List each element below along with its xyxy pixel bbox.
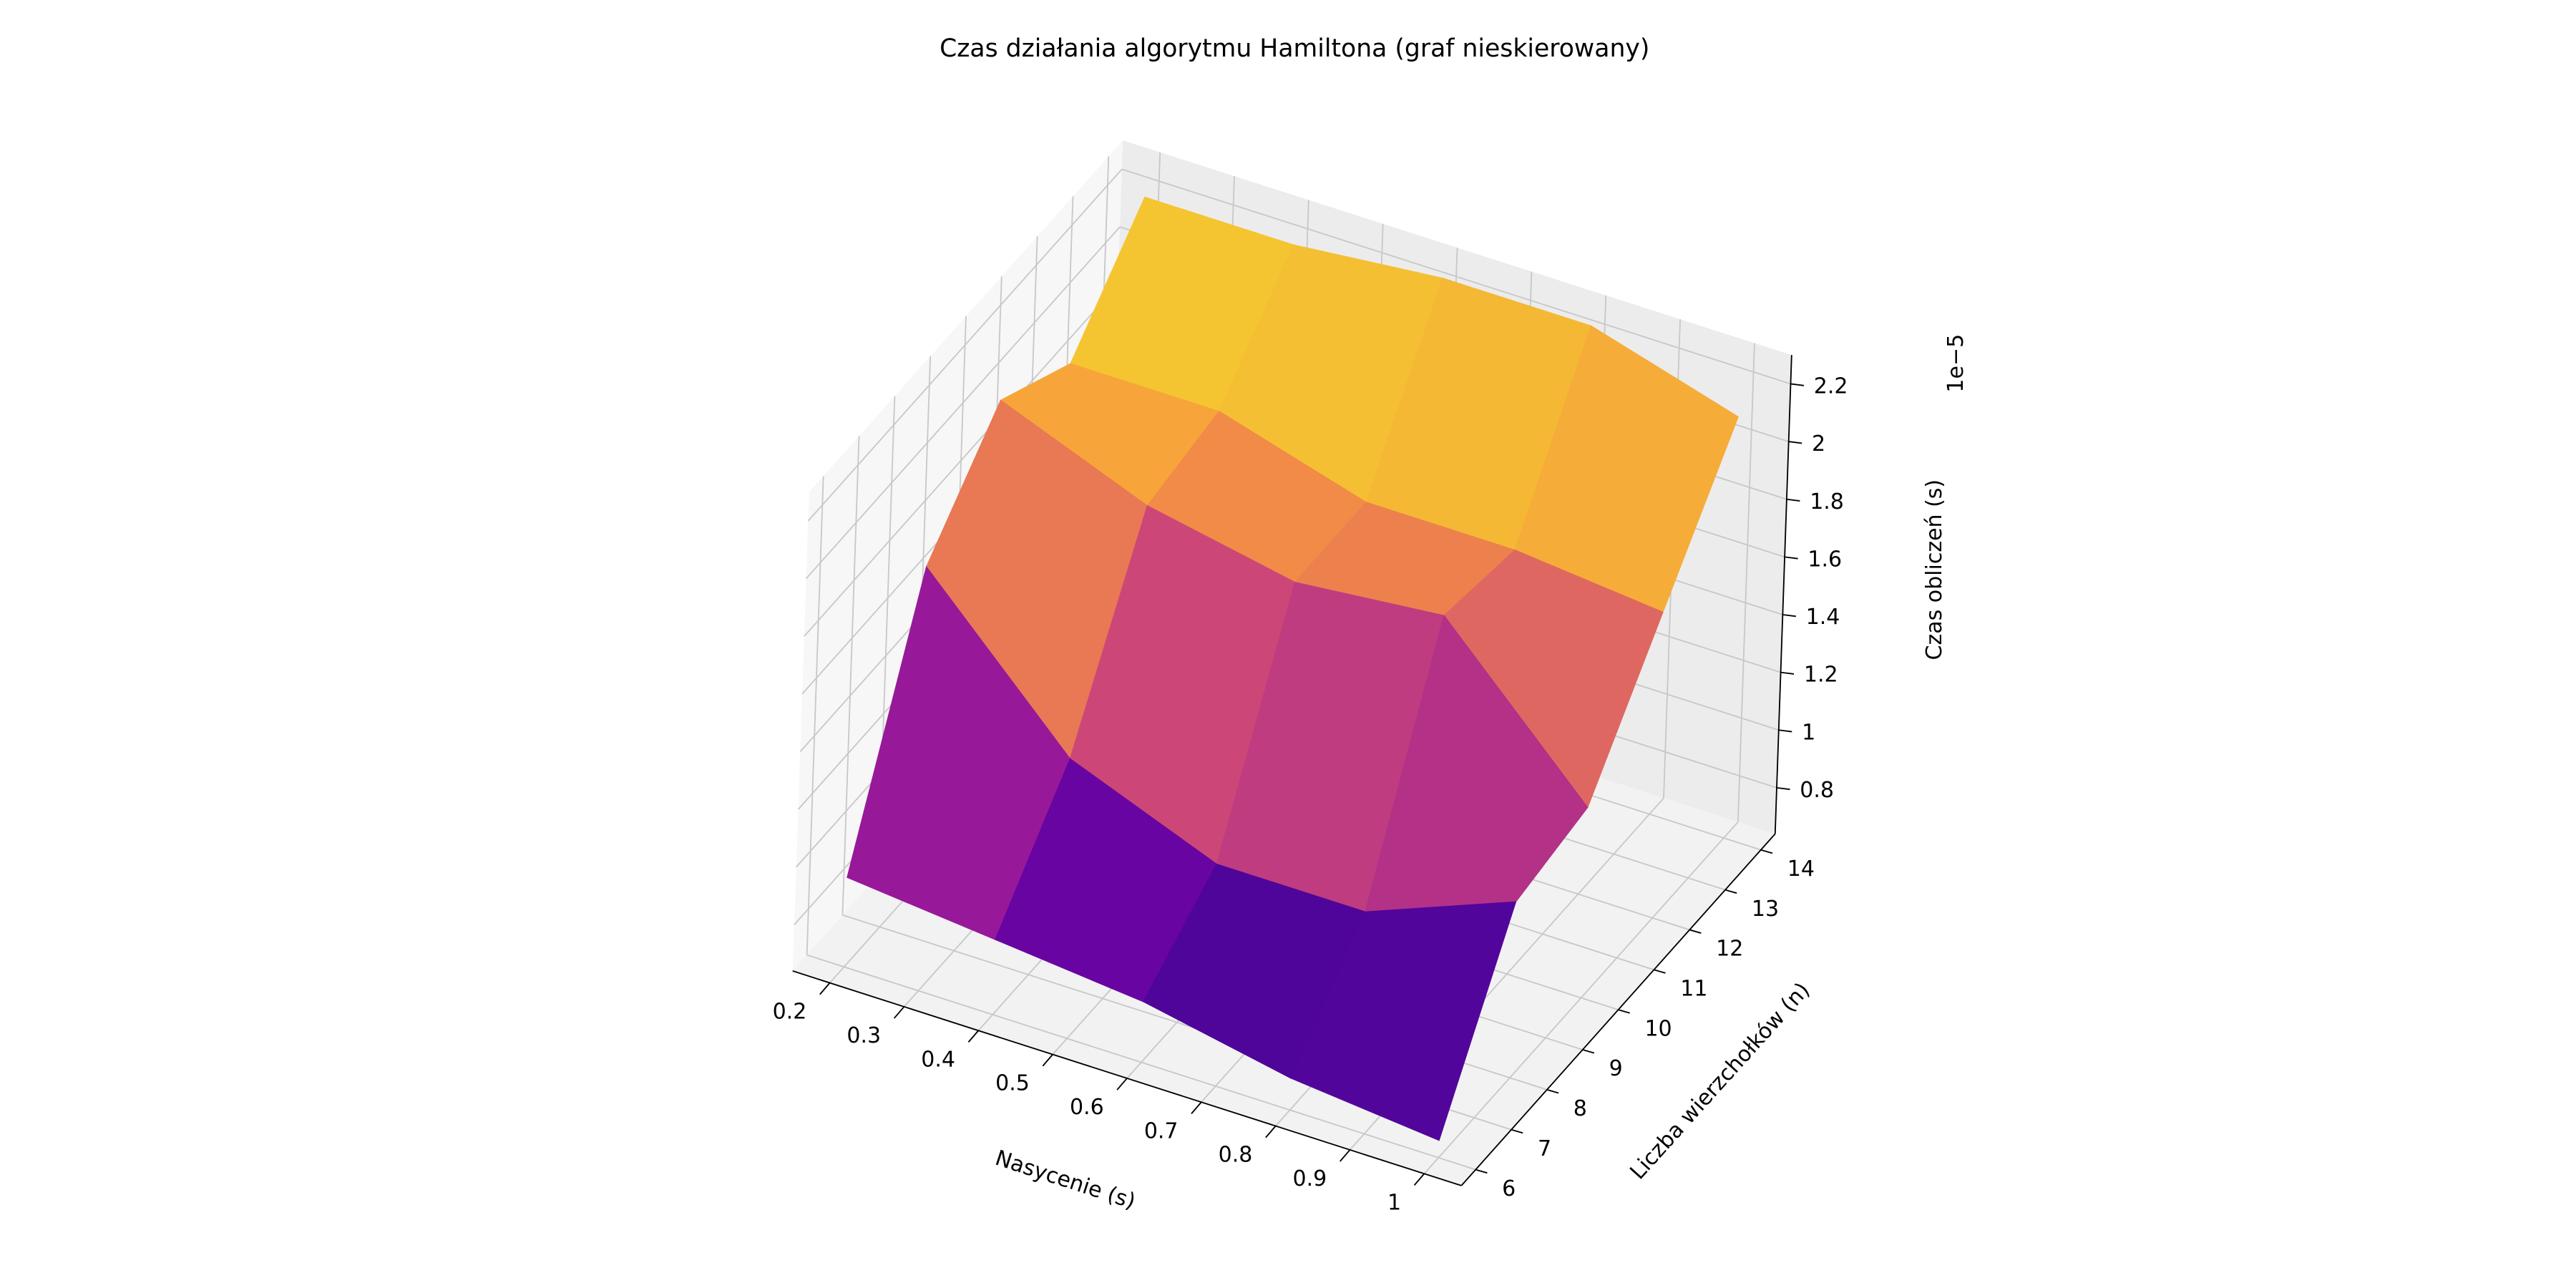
tick-mark bbox=[819, 982, 831, 995]
tick-label: 0.3 bbox=[847, 1023, 881, 1048]
tick-mark bbox=[1116, 1078, 1128, 1091]
tick-mark bbox=[1778, 729, 1792, 733]
tick-mark bbox=[1191, 1101, 1202, 1115]
x-axis-label: Nasycenie (s) bbox=[992, 1146, 1138, 1214]
tick-mark bbox=[1339, 1149, 1351, 1162]
tick-labels: 0.20.30.40.50.60.70.80.91678910111213140… bbox=[773, 374, 1848, 1216]
chart-title: Czas działania algorytmu Hamiltona (graf… bbox=[940, 34, 1649, 63]
grid-line bbox=[804, 284, 1118, 637]
tick-mark bbox=[1724, 889, 1737, 894]
grid-line bbox=[1121, 168, 1791, 385]
tick-label: 1 bbox=[1387, 1190, 1401, 1215]
tick-label: 9 bbox=[1609, 1056, 1623, 1081]
tick-mark bbox=[1475, 1169, 1488, 1174]
tick-mark bbox=[1780, 671, 1795, 675]
tick-label: 6 bbox=[1502, 1176, 1516, 1201]
tick-mark bbox=[1265, 1125, 1277, 1138]
tick-label: 0.6 bbox=[1070, 1095, 1104, 1120]
tick-mark bbox=[967, 1030, 980, 1043]
surface-patch bbox=[1290, 901, 1517, 1141]
tick-label: 12 bbox=[1716, 937, 1743, 962]
tick-mark bbox=[1760, 849, 1773, 854]
z-axis-line bbox=[1774, 355, 1792, 834]
tick-mark bbox=[1413, 1173, 1425, 1186]
tick-mark bbox=[1785, 556, 1798, 560]
tick-label: 1.4 bbox=[1806, 605, 1840, 630]
grid-line bbox=[841, 436, 860, 915]
tick-mark bbox=[1511, 1128, 1523, 1134]
tick-mark bbox=[1654, 969, 1666, 974]
tick-mark bbox=[893, 1006, 905, 1019]
tick-label: 0.9 bbox=[1293, 1166, 1327, 1191]
z-offset-label: 1e−5 bbox=[1943, 334, 1968, 393]
tick-label: 0.5 bbox=[995, 1071, 1030, 1096]
grid-line bbox=[1737, 343, 1755, 822]
tick-label: 1.2 bbox=[1804, 663, 1838, 688]
tick-mark bbox=[1582, 1049, 1595, 1054]
tick-label: 0.8 bbox=[1800, 778, 1834, 803]
tick-mark bbox=[1776, 786, 1790, 791]
grid-line bbox=[807, 168, 1123, 522]
tick-mark bbox=[1618, 1009, 1630, 1014]
tick-mark bbox=[1782, 614, 1796, 618]
tick-label: 13 bbox=[1752, 897, 1779, 922]
tick-label: 1.8 bbox=[1810, 489, 1844, 514]
tick-label: 8 bbox=[1574, 1096, 1587, 1121]
grid-line bbox=[806, 476, 824, 955]
z-axis-label: Czas obliczeń (s) bbox=[1922, 479, 1947, 660]
tick-label: 1 bbox=[1802, 720, 1815, 745]
tick-label: 14 bbox=[1787, 857, 1815, 882]
tick-label: 7 bbox=[1538, 1136, 1551, 1161]
tick-mark bbox=[1790, 383, 1805, 386]
y-axis-line bbox=[1460, 833, 1776, 1186]
surface bbox=[847, 196, 1739, 1141]
grid-line bbox=[805, 226, 1121, 580]
x-axis-line bbox=[792, 970, 1462, 1186]
tick-mark bbox=[1689, 929, 1702, 934]
tick-label: 11 bbox=[1680, 976, 1707, 1001]
tick-label: 0.4 bbox=[921, 1047, 955, 1072]
tick-label: 0.2 bbox=[773, 1000, 807, 1025]
tick-mark bbox=[1786, 498, 1800, 502]
tick-label: 1.6 bbox=[1807, 547, 1842, 572]
tick-label: 2.2 bbox=[1814, 374, 1848, 399]
tick-mark bbox=[1042, 1053, 1053, 1067]
tick-label: 0.7 bbox=[1144, 1118, 1179, 1143]
y-axis-label: Liczba wierzchołków (n) bbox=[1625, 977, 1815, 1184]
tick-mark bbox=[1788, 441, 1802, 444]
tick-mark bbox=[1546, 1088, 1559, 1094]
tick-label: 2 bbox=[1812, 431, 1825, 457]
tick-label: 10 bbox=[1644, 1016, 1672, 1041]
grid-line bbox=[806, 954, 1476, 1171]
tick-label: 0.8 bbox=[1219, 1143, 1253, 1168]
